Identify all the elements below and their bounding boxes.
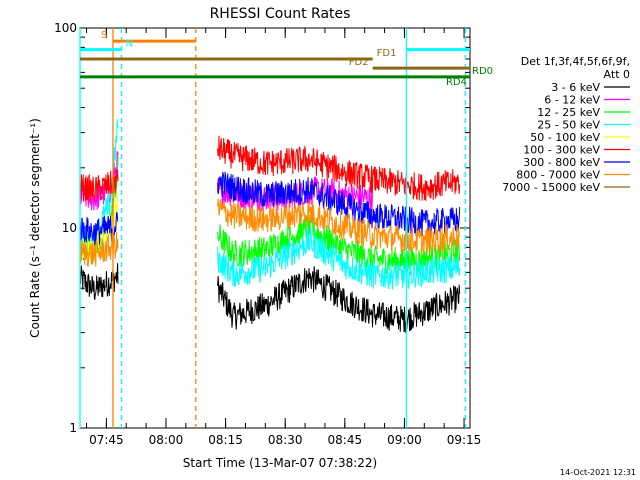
generated-timestamp: 14-Oct-2021 12:31 <box>560 468 636 477</box>
series-5-segment-1 <box>217 135 461 201</box>
legend-entry-1-label: 6 - 12 keV <box>544 94 600 107</box>
y-tick-label-10: 10 <box>62 221 77 235</box>
legend-header-line-2: Att 0 <box>604 68 630 81</box>
series-2-segment-1 <box>217 214 461 275</box>
series-0-segment-0 <box>79 263 119 301</box>
flag-label-fd2: FD2 <box>349 57 369 68</box>
legend-entry-5-label: 100 - 300 keV <box>523 144 600 157</box>
flag-label-rd4: RD4 <box>446 77 467 88</box>
flag-label-s: S <box>101 30 107 41</box>
legend-entry-8-label: 7000 - 15000 keV <box>502 181 600 194</box>
plot-area: 1 10 100 07:45 08:00 08:15 08:30 08:45 09:00 09:1… <box>54 21 493 447</box>
series-6-segment-1 <box>217 171 461 237</box>
legend-entry-0-label: 3 - 6 keV <box>551 81 600 94</box>
flag-label-fd1: FD1 <box>377 48 397 59</box>
series-7-segment-1 <box>217 198 461 255</box>
legend-entry-7-label: 800 - 7000 keV <box>516 169 600 182</box>
x-tick-label-0845: 08:45 <box>328 433 363 447</box>
series-5-segment-0 <box>79 168 119 203</box>
x-tick-label-0915: 09:15 <box>447 433 482 447</box>
chart-title: RHESSI Count Rates <box>210 6 351 22</box>
x-tick-label-0800: 08:00 <box>149 433 184 447</box>
flag-label-rd0: RD0 <box>472 66 493 77</box>
series-0-segment-1 <box>217 266 461 333</box>
y-tick-label-100: 100 <box>54 21 77 35</box>
x-axis-label: Start Time (13-Mar-07 07:38:22) <box>183 456 377 470</box>
y-axis-label: Count Rate (s⁻¹ detector segment⁻¹) <box>28 118 42 338</box>
legend-entry-2-label: 12 - 25 keV <box>537 106 600 119</box>
legend-entry-6-label: 300 - 800 keV <box>523 156 600 169</box>
series-3-segment-1 <box>217 228 461 290</box>
series-7-segment-0 <box>79 231 119 267</box>
legend-entry-3-label: 25 - 50 keV <box>537 119 600 132</box>
flag-label-n: N <box>126 39 133 50</box>
x-tick-label-0815: 08:15 <box>208 433 243 447</box>
legend-entry-4-label: 50 - 100 keV <box>530 131 600 144</box>
x-tick-label-0900: 09:00 <box>387 433 422 447</box>
y-tick-label-1: 1 <box>69 421 77 435</box>
legend-header-line-1: Det 1f,3f,4f,5f,6f,9f, <box>521 55 630 68</box>
x-tick-label-0745: 07:45 <box>89 433 124 447</box>
x-tick-label-0830: 08:30 <box>268 433 303 447</box>
